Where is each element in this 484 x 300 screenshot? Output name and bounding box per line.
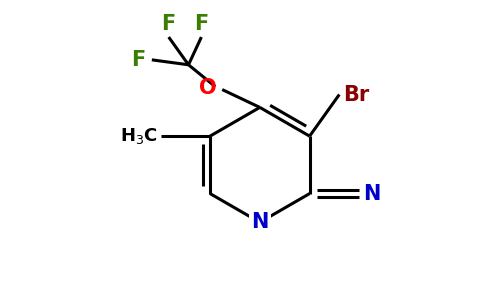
Text: N: N [363, 184, 380, 204]
Text: H$_3$C: H$_3$C [120, 126, 158, 146]
Text: O: O [198, 78, 216, 98]
Text: F: F [194, 14, 209, 34]
Text: F: F [131, 50, 145, 70]
Text: F: F [162, 14, 176, 34]
Text: Br: Br [343, 85, 369, 104]
Text: N: N [251, 212, 269, 232]
